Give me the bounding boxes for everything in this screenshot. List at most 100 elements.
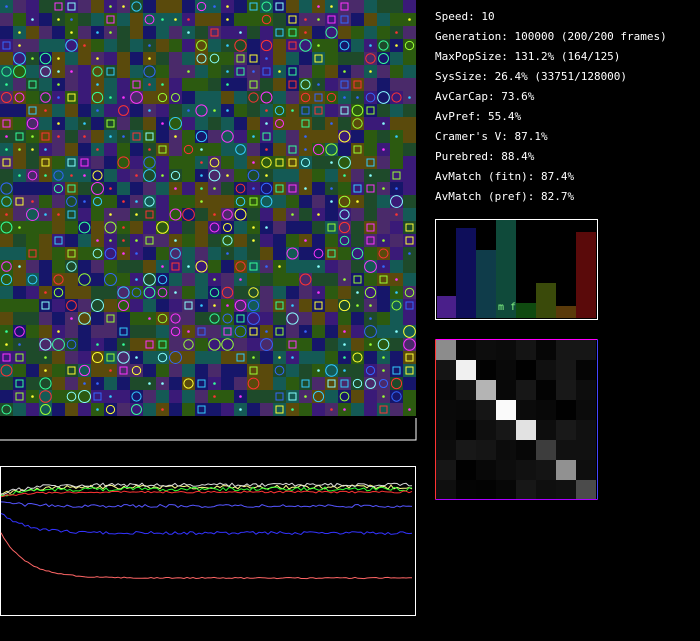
cell bbox=[338, 117, 351, 130]
cell bbox=[364, 117, 377, 130]
stat-line: AvCarCap: 73.6% bbox=[435, 90, 535, 103]
agent bbox=[122, 239, 125, 242]
agent bbox=[340, 379, 349, 388]
agent bbox=[391, 92, 402, 103]
cell bbox=[260, 91, 273, 104]
agent bbox=[356, 291, 359, 294]
agent bbox=[325, 143, 338, 156]
cell bbox=[91, 91, 104, 104]
agent bbox=[239, 278, 242, 281]
cell bbox=[221, 377, 234, 390]
cell bbox=[364, 260, 377, 273]
cell bbox=[312, 273, 325, 286]
cell bbox=[247, 325, 260, 338]
cell bbox=[169, 39, 182, 52]
cell bbox=[390, 104, 403, 117]
cell bbox=[221, 286, 234, 299]
cell bbox=[26, 286, 39, 299]
cell bbox=[13, 13, 26, 26]
cell bbox=[156, 234, 169, 247]
agent bbox=[222, 209, 233, 220]
agent bbox=[187, 31, 190, 34]
cell bbox=[195, 91, 208, 104]
agent bbox=[314, 93, 323, 102]
cell bbox=[390, 364, 403, 377]
matrix-cell bbox=[496, 400, 516, 420]
agent bbox=[131, 391, 142, 402]
agent bbox=[5, 330, 8, 333]
cell bbox=[91, 286, 104, 299]
cell bbox=[78, 91, 91, 104]
matrix-cell bbox=[496, 420, 516, 440]
agent bbox=[144, 196, 155, 207]
cell bbox=[117, 78, 130, 91]
cell bbox=[65, 143, 78, 156]
cell bbox=[195, 13, 208, 26]
agent bbox=[195, 260, 208, 273]
cell bbox=[286, 117, 299, 130]
cell bbox=[390, 156, 403, 169]
agent bbox=[174, 187, 177, 190]
cell bbox=[169, 117, 182, 130]
matrix-cell bbox=[476, 420, 496, 440]
agent bbox=[78, 364, 91, 377]
agent bbox=[317, 291, 320, 294]
agent bbox=[92, 248, 103, 259]
cell bbox=[247, 208, 260, 221]
agent bbox=[200, 148, 203, 151]
agent bbox=[83, 44, 86, 47]
agent bbox=[365, 378, 376, 389]
agent bbox=[2, 119, 11, 128]
cell bbox=[260, 299, 273, 312]
cell bbox=[195, 286, 208, 299]
cell bbox=[130, 39, 143, 52]
agent bbox=[304, 135, 307, 138]
matrix-cell bbox=[456, 440, 476, 460]
cell bbox=[104, 247, 117, 260]
cell bbox=[351, 221, 364, 234]
agent bbox=[92, 196, 103, 207]
cell bbox=[403, 364, 416, 377]
cell bbox=[247, 312, 260, 325]
agent bbox=[122, 96, 125, 99]
cell bbox=[208, 78, 221, 91]
agent bbox=[135, 174, 138, 177]
agent bbox=[213, 304, 216, 307]
cell bbox=[325, 377, 338, 390]
cell bbox=[0, 169, 13, 182]
agent bbox=[118, 300, 129, 311]
cell bbox=[403, 377, 416, 390]
agent bbox=[96, 382, 99, 385]
agent bbox=[28, 249, 37, 258]
agent bbox=[170, 326, 181, 337]
cell bbox=[65, 182, 78, 195]
agent bbox=[356, 96, 359, 99]
agent bbox=[351, 247, 364, 260]
stat-line: AvMatch (pref): 82.7% bbox=[435, 190, 574, 203]
agent bbox=[161, 408, 164, 411]
cell bbox=[403, 299, 416, 312]
cell bbox=[169, 91, 182, 104]
cell bbox=[312, 377, 325, 390]
cell bbox=[208, 364, 221, 377]
matrix-cell bbox=[436, 480, 456, 500]
agent bbox=[369, 317, 372, 320]
cell bbox=[195, 390, 208, 403]
agent bbox=[301, 106, 310, 115]
cell bbox=[104, 65, 117, 78]
cell bbox=[39, 130, 52, 143]
cell bbox=[351, 403, 364, 416]
agent bbox=[239, 408, 242, 411]
cell bbox=[221, 338, 234, 351]
cell bbox=[13, 117, 26, 130]
hist-bar bbox=[437, 296, 456, 318]
cell bbox=[182, 364, 195, 377]
agent bbox=[288, 15, 297, 24]
agent bbox=[408, 408, 411, 411]
cell bbox=[130, 117, 143, 130]
agent bbox=[221, 130, 234, 143]
matrix-cell bbox=[496, 360, 516, 380]
cell bbox=[403, 338, 416, 351]
agent bbox=[301, 119, 310, 128]
cell bbox=[390, 65, 403, 78]
